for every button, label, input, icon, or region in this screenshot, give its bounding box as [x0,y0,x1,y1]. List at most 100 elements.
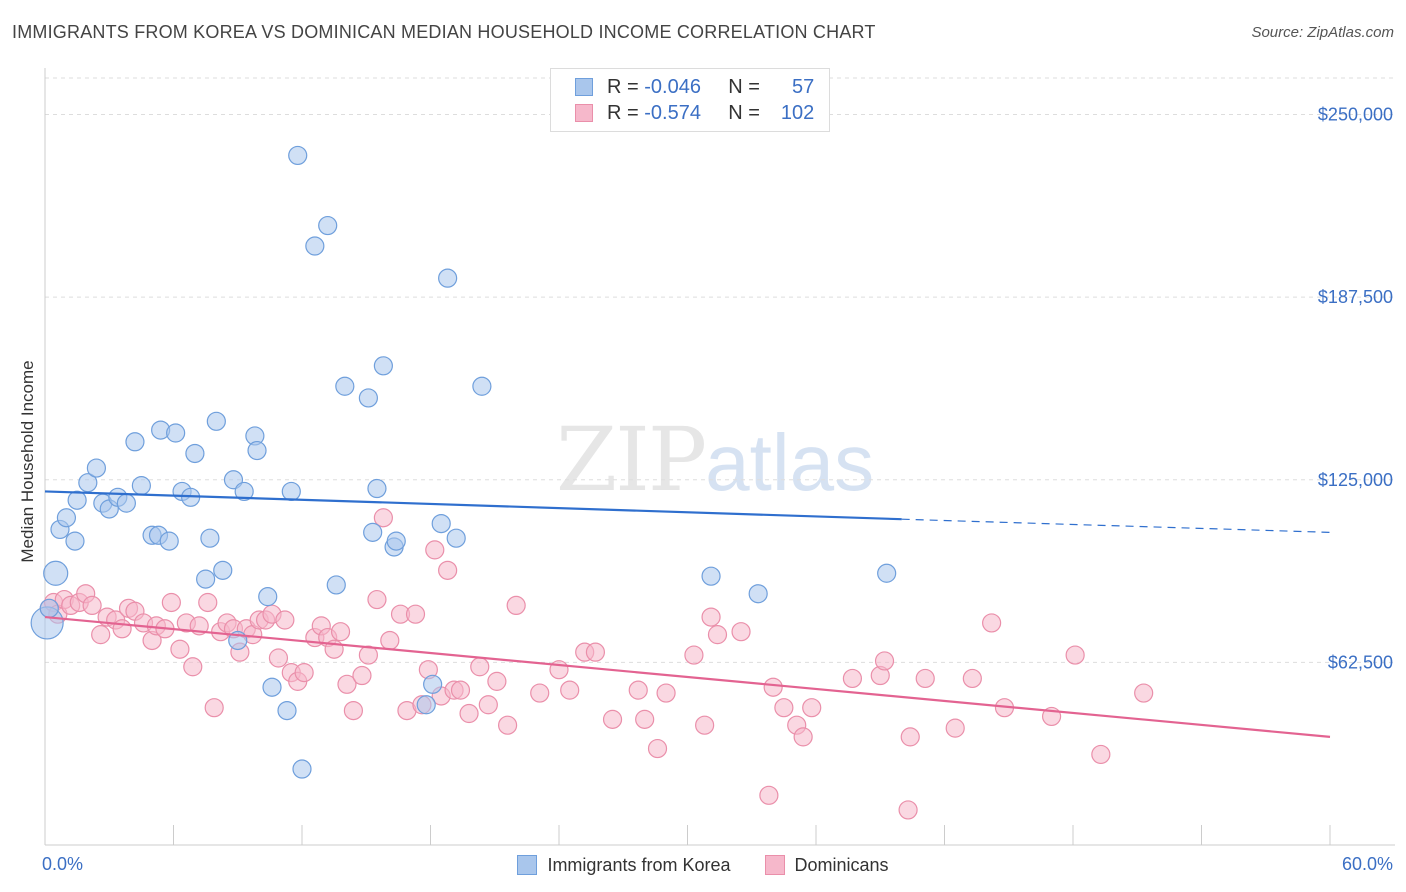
korea-point [446,528,466,548]
dominican-point [405,604,426,624]
korea-point [247,440,267,461]
legend-row-dominican: R = -0.574 N = 102 [575,100,814,126]
dominican-point [112,619,132,639]
dominican-point [268,648,289,668]
legend-n-label: N = [728,75,760,98]
dominican-point [352,665,372,686]
series-label-dominican: Dominicans [794,854,889,875]
dominican-point [585,642,606,662]
y-axis-label: Median Household Income [18,360,37,562]
korea-trend-extension [901,518,1331,533]
korea-point [39,598,59,618]
legend-r-value: -0.574 [644,101,701,124]
axis-labels: $62,500 $125,000 $187,500 $250,000 0.0% 60.0%… [18,105,1393,874]
korea-points [30,145,897,779]
dominican-point [707,625,728,645]
dominican-point [759,785,779,805]
dominican-point [793,727,813,747]
korea-point [258,587,278,607]
correlation-legend: R = -0.046 N = 57 R = -0.574 N = 102 [550,68,830,132]
dominican-point [170,639,190,659]
korea-point [262,677,282,697]
legend-r-value: -0.046 [644,75,701,98]
dominican-point [962,668,982,689]
korea-point [335,376,355,396]
dominican-point [915,668,935,689]
korea-point [358,388,378,408]
dominican-point [294,663,314,683]
korea-point [373,356,393,376]
y-tick-label: $250,000 [1318,105,1393,125]
korea-point [748,584,768,604]
korea-point [196,569,216,589]
korea-point [292,759,312,779]
dominican-point [602,709,623,729]
y-tick-label: $125,000 [1318,470,1393,490]
korea-point [65,531,85,551]
watermark-zip: ZIP [556,408,707,511]
korea-point [701,566,721,586]
dominican-point [373,508,393,528]
y-tick-label: $62,500 [1328,652,1393,672]
trend-lines [44,490,1331,738]
korea-point [159,531,179,551]
dominican-point [380,630,400,651]
dominican-point [337,674,357,694]
dominican-trend-line [44,615,1331,738]
series-swatch-korea [517,855,538,875]
korea-point [213,560,233,580]
axes [44,68,1395,846]
korea-point [56,508,77,528]
chart-title: IMMIGRANTS FROM KOREA VS DOMINICAN MEDIA… [12,22,876,42]
dominican-point [275,610,295,630]
dominican-point [731,622,751,642]
korea-point [67,490,87,510]
korea-point [438,268,458,288]
korea-point [367,478,387,499]
korea-point [877,563,897,583]
dominican-point [842,668,863,689]
korea-point [78,473,98,493]
korea-point [363,522,383,542]
legend-swatch-korea [575,78,593,96]
dominican-point [82,595,102,616]
dominican-point [763,677,783,697]
legend-row-korea: R = -0.046 N = 57 [575,74,814,100]
dominican-point [438,560,458,580]
dominican-point [343,700,363,721]
korea-point [43,560,69,586]
dominican-point [161,592,181,613]
dominican-point [1065,645,1085,665]
series-legend-korea: Immigrants from Korea [517,855,731,876]
dominican-point [1091,744,1111,765]
korea-point [86,458,107,478]
dominican-point [498,715,518,735]
dominican-point [635,709,655,729]
dominican-point [560,680,580,700]
dominican-point [204,698,224,718]
dominican-point [656,683,676,703]
korea-point [305,236,325,256]
dominican-point [684,645,704,665]
y-tick-label: $187,500 [1318,287,1393,307]
korea-point [116,493,136,513]
korea-point [185,443,205,464]
series-legend: Immigrants from Korea Dominicans [0,852,1406,878]
dominican-point [628,680,648,700]
dominican-point [982,613,1002,633]
dominican-point [358,645,378,665]
dominican-point [900,727,920,747]
dominican-point [774,698,794,718]
x-tick-label-end: 60.0% [1342,854,1393,874]
korea-point [206,411,226,431]
dominican-point [459,703,479,724]
korea-point [423,674,443,694]
series-legend-dominican: Dominicans [764,854,889,876]
dominican-point [647,738,668,759]
dominican-point [695,715,715,735]
dominican-point [478,695,498,715]
dominican-point [874,651,895,671]
korea-point [131,476,151,496]
dominican-point [945,718,965,738]
dominican-point [701,607,721,627]
